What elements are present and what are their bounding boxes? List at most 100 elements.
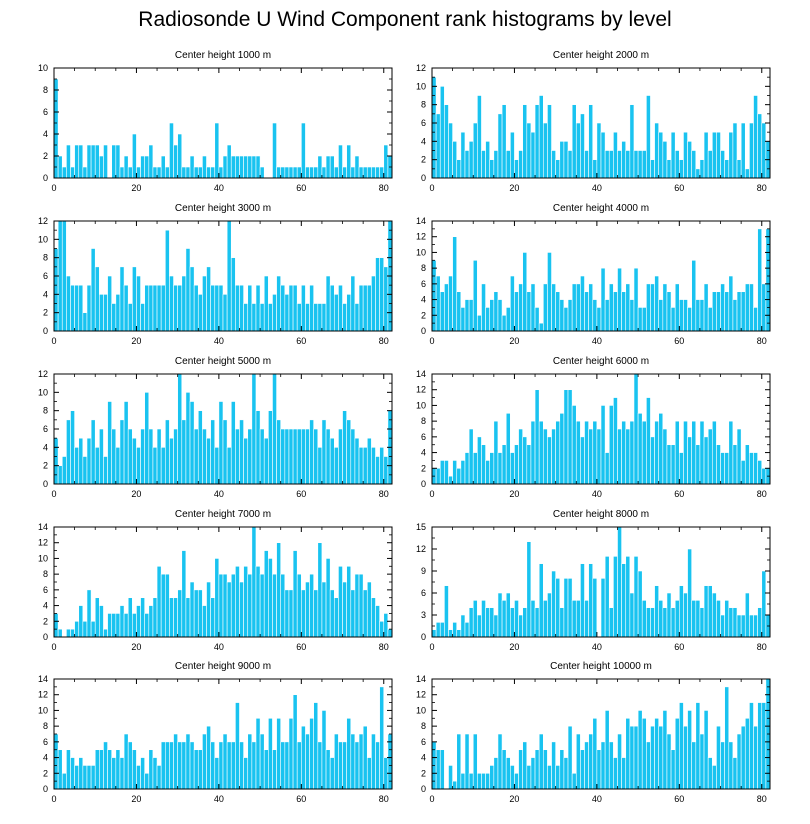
histogram-bar — [439, 460, 445, 485]
histogram-bar — [683, 299, 688, 332]
histogram-bar — [235, 155, 240, 179]
histogram-bar — [288, 284, 294, 332]
histogram-bar — [317, 741, 323, 790]
histogram-bar — [160, 155, 166, 179]
histogram-bar — [452, 622, 458, 638]
histogram-bar — [510, 452, 515, 485]
histogram-bar — [111, 144, 117, 179]
histogram-bar — [749, 702, 754, 790]
histogram-bar — [485, 141, 491, 179]
histogram-bar — [439, 291, 445, 332]
histogram-bar — [309, 419, 314, 485]
y-tick-label: 4 — [43, 442, 48, 452]
x-tick-label: 20 — [509, 642, 519, 652]
panel-title: Center height 4000 m — [553, 203, 649, 214]
histogram-bar — [350, 428, 356, 485]
histogram-bar — [501, 444, 507, 485]
histogram-bar — [538, 733, 544, 790]
histogram-bar — [127, 597, 133, 638]
histogram-bar — [70, 628, 75, 638]
panel-title: Center height 9000 m — [175, 661, 271, 672]
histogram-bar — [633, 373, 639, 485]
histogram-bar — [107, 613, 113, 638]
histogram-bar — [169, 275, 174, 332]
y-tick-label: 14 — [416, 216, 426, 226]
histogram-bar — [431, 629, 437, 638]
histogram-bar — [268, 303, 273, 332]
histogram-bar — [321, 419, 327, 485]
histogram-bar — [259, 573, 265, 638]
panel-title: Center height 5000 m — [175, 356, 271, 367]
histogram-bar — [329, 437, 335, 485]
histogram-bar — [749, 614, 754, 638]
histogram-bar — [160, 573, 166, 638]
x-tick-label: 40 — [592, 336, 602, 346]
histogram-bar — [197, 166, 203, 179]
histogram-bar — [371, 275, 376, 332]
y-tick-label: 2 — [421, 768, 426, 778]
histogram-bar — [272, 749, 277, 790]
histogram-bar — [239, 581, 244, 638]
y-tick-label: 2 — [43, 461, 48, 471]
histogram-bar — [691, 150, 697, 179]
histogram-bar — [724, 291, 730, 332]
histogram-bar — [613, 291, 618, 332]
histogram-bar — [197, 294, 203, 332]
histogram-bar — [749, 452, 754, 485]
histogram-bar — [230, 257, 236, 332]
histogram-bar — [280, 573, 286, 638]
histogram-bar — [284, 428, 290, 485]
histogram-bar — [251, 303, 257, 332]
x-tick-label: 0 — [429, 642, 434, 652]
histogram-bar — [563, 141, 569, 179]
histogram-bar — [329, 155, 335, 179]
histogram-bar — [518, 428, 523, 485]
histogram-bar — [435, 622, 441, 638]
histogram-bar — [82, 456, 88, 485]
y-tick-label: 10 — [38, 705, 48, 715]
histogram-bar — [444, 460, 449, 485]
histogram-bar — [691, 259, 697, 332]
histogram-bar — [456, 733, 462, 790]
histogram-bar — [103, 741, 108, 790]
x-tick-label: 60 — [674, 489, 684, 499]
histogram-bar — [699, 420, 705, 485]
histogram-bar — [600, 131, 606, 179]
histogram-bar — [567, 725, 573, 790]
histogram-bar — [284, 741, 290, 790]
histogram-bar — [559, 412, 565, 485]
histogram-bar — [683, 131, 688, 179]
histogram-bar — [571, 104, 577, 179]
x-tick-label: 80 — [379, 336, 389, 346]
histogram-bar — [522, 741, 528, 790]
histogram-bar — [448, 275, 453, 332]
histogram-bar — [707, 150, 713, 179]
histogram-bar — [547, 592, 552, 638]
histogram-bar — [218, 573, 224, 638]
histogram-bar — [707, 307, 713, 332]
histogram-bar — [164, 741, 170, 790]
histogram-bar — [371, 733, 376, 790]
y-tick-label: 4 — [43, 753, 48, 763]
y-tick-label: 0 — [43, 326, 48, 336]
histogram-bar — [711, 291, 717, 332]
histogram-bar — [662, 710, 668, 790]
histogram-bar — [103, 456, 108, 485]
histogram-bar — [255, 410, 261, 485]
x-tick-label: 0 — [51, 183, 56, 193]
histogram-bar — [379, 257, 385, 332]
histogram-bar — [53, 248, 59, 332]
histogram-bar — [608, 607, 614, 638]
histogram-bar — [354, 437, 360, 485]
y-tick-label: 6 — [43, 424, 48, 434]
histogram-bar — [206, 266, 211, 332]
x-tick-label: 80 — [757, 183, 767, 193]
histogram-bar — [90, 620, 96, 638]
histogram-bar — [313, 166, 319, 179]
histogram-bar — [206, 437, 211, 485]
histogram-bar — [371, 597, 376, 638]
histogram-bar — [563, 307, 569, 332]
histogram-bar — [674, 420, 680, 485]
histogram-bar — [551, 428, 556, 485]
histogram-bar — [448, 629, 453, 638]
